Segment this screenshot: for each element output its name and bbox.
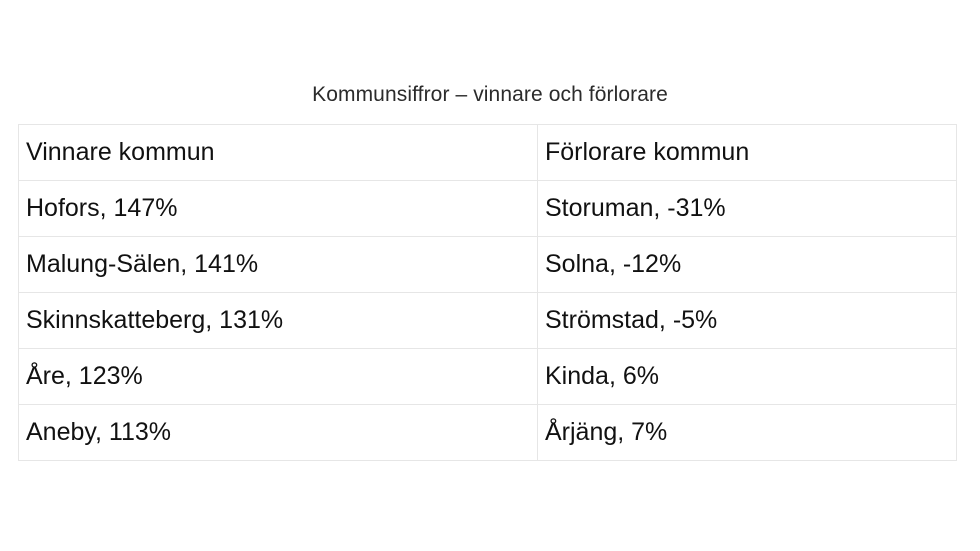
table-caption: Kommunsiffror – vinnare och förlorare [312, 83, 668, 106]
winner-cell: Skinnskatteberg, 131% [18, 292, 538, 349]
loser-cell: Storuman, -31% [537, 180, 957, 237]
header-losers: Förlorare kommun [537, 124, 957, 181]
loser-cell: Strömstad, -5% [537, 292, 957, 349]
municipality-table: Vinnare kommun Förlorare kommun Hofors, … [18, 124, 957, 461]
winner-cell: Åre, 123% [18, 348, 538, 405]
table-row: Malung-Sälen, 141% Solna, -12% [18, 236, 957, 293]
loser-cell: Kinda, 6% [537, 348, 957, 405]
table-row: Hofors, 147% Storuman, -31% [18, 180, 957, 237]
table-row: Skinnskatteberg, 131% Strömstad, -5% [18, 292, 957, 349]
winner-cell: Hofors, 147% [18, 180, 538, 237]
winner-cell: Aneby, 113% [18, 404, 538, 461]
table-row: Aneby, 113% Årjäng, 7% [18, 404, 957, 461]
loser-cell: Solna, -12% [537, 236, 957, 293]
loser-cell: Årjäng, 7% [537, 404, 957, 461]
table-row: Åre, 123% Kinda, 6% [18, 348, 957, 405]
winner-cell: Malung-Sälen, 141% [18, 236, 538, 293]
table-header-row: Vinnare kommun Förlorare kommun [18, 124, 957, 181]
header-winners: Vinnare kommun [18, 124, 538, 181]
